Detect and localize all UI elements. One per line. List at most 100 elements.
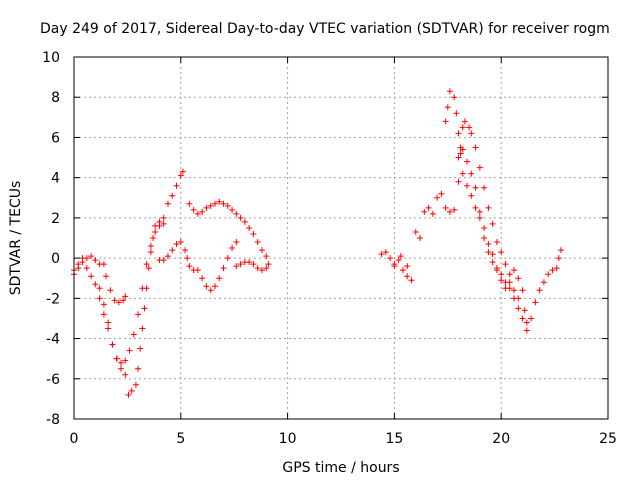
data-point [540, 279, 547, 286]
data-point [160, 257, 167, 264]
data-point [258, 247, 265, 254]
data-point [485, 249, 492, 256]
y-tick-label: 8 [51, 90, 60, 106]
data-point [498, 271, 505, 278]
data-point [459, 124, 466, 131]
data-point [130, 331, 137, 338]
data-point [258, 267, 265, 274]
data-point [199, 208, 206, 215]
data-point [438, 190, 445, 197]
data-point [378, 251, 385, 258]
data-point [464, 182, 471, 189]
y-tick-label: -8 [46, 412, 60, 428]
data-point [147, 249, 154, 256]
data-point [115, 299, 122, 306]
data-point [177, 172, 184, 179]
data-point [429, 210, 436, 217]
data-point [100, 301, 107, 308]
x-axis-label: GPS time / hours [282, 460, 399, 476]
data-point [519, 287, 526, 294]
data-point [96, 295, 103, 302]
data-point [536, 287, 543, 294]
data-point [237, 214, 244, 221]
data-point [489, 259, 496, 266]
x-tick-label: 10 [279, 431, 297, 447]
data-point [169, 247, 176, 254]
data-point [184, 255, 191, 262]
data-point [442, 118, 449, 125]
data-point [502, 261, 509, 268]
data-point [237, 261, 244, 268]
data-point [173, 182, 180, 189]
data-point [468, 192, 475, 199]
data-point [455, 178, 462, 185]
data-point [173, 241, 180, 248]
x-tick-label: 25 [599, 431, 617, 447]
data-point [391, 263, 398, 270]
data-point [446, 208, 453, 215]
data-point [96, 285, 103, 292]
data-point [120, 297, 127, 304]
data-point [220, 200, 227, 207]
data-point [459, 146, 466, 153]
tick-layer: 0 5 10 15 20 25 -8 -6 -4 -2 0 2 4 6 8 10 [42, 50, 617, 447]
data-point [434, 194, 441, 201]
data-point [451, 206, 458, 213]
data-point [493, 239, 500, 246]
data-point [103, 273, 110, 280]
data-point [464, 158, 471, 165]
data-point [122, 357, 129, 364]
data-point [145, 265, 152, 272]
data-point [122, 293, 129, 300]
y-tick-label: 10 [42, 50, 60, 66]
data-point [229, 206, 236, 213]
data-point [139, 285, 146, 292]
data-point [83, 265, 90, 272]
data-point [246, 259, 253, 266]
data-point [521, 307, 528, 314]
data-point [190, 206, 197, 213]
data-point [164, 200, 171, 207]
data-point [199, 275, 206, 282]
data-point [207, 202, 214, 209]
data-point [75, 265, 82, 272]
data-point [511, 287, 518, 294]
data-point [241, 218, 248, 225]
y-tick-label: -2 [46, 291, 60, 307]
data-point [224, 202, 231, 209]
data-point [421, 208, 428, 215]
data-point [412, 228, 419, 235]
data-layer [71, 88, 565, 398]
data-point [442, 204, 449, 211]
data-point [493, 267, 500, 274]
data-point [545, 271, 552, 278]
data-point [455, 130, 462, 137]
data-point [472, 204, 479, 211]
data-point [532, 299, 539, 306]
data-point [233, 239, 240, 246]
data-point [254, 239, 261, 246]
data-point [143, 261, 150, 268]
x-tick-label: 0 [70, 431, 79, 447]
data-point [397, 253, 404, 260]
data-point [105, 325, 112, 332]
data-point [126, 347, 133, 354]
y-axis-label: SDTVAR / TECUs [8, 181, 24, 296]
data-point [472, 184, 479, 191]
data-point [186, 263, 193, 270]
y-tick-label: 0 [51, 251, 60, 267]
data-point [476, 164, 483, 171]
data-point [476, 214, 483, 221]
data-point [105, 319, 112, 326]
data-point [211, 200, 218, 207]
data-point [135, 311, 142, 318]
data-point [164, 253, 171, 260]
data-point [444, 104, 451, 111]
y-tick-label: 2 [51, 211, 60, 227]
data-point [451, 94, 458, 101]
data-point [425, 204, 432, 211]
data-point [135, 365, 142, 372]
data-point [182, 247, 189, 254]
